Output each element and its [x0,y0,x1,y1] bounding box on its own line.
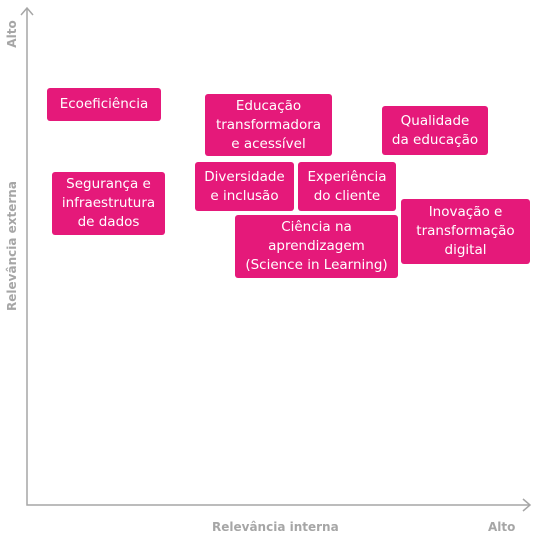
topic-label: Qualidade [400,112,470,129]
x-label: Relevância interna [212,520,339,534]
topic-label: aprendizagem [268,238,365,254]
topic-label: transformadora [215,116,322,133]
topic-label: Diversidade [204,168,285,185]
topic-box: Diversidade e inclusão [195,162,294,211]
topic-label: Ciência na [281,219,352,235]
topic-label: do cliente [313,187,381,204]
x-high: Alto [488,520,516,534]
topic-box: Ecoeficiência [47,88,161,121]
topic-label: infraestrutura [61,195,156,211]
topic-box: Ciência na aprendizagem (Science in Learni… [235,215,398,278]
topic-label: e inclusão [210,187,279,204]
x-arrow [522,498,532,512]
topic-label: transformação [416,223,515,239]
topic-label: Segurança e [66,176,151,192]
topic-box: Qualidade da educação [382,106,488,155]
topic-box: Educação transformadora e acessível [205,94,332,156]
topic-label: da educação [391,131,479,148]
topic-box: Segurança e infraestrutura de dados [52,172,165,235]
topic-label: (Science in Learning) [245,257,388,273]
y-label: Relevância externa [5,181,19,311]
topic-label: de dados [77,214,140,230]
topic-label: Experiência [307,168,387,185]
topic-label: Ecoeficiência [59,96,149,112]
topic-box: Experiência do cliente [298,162,396,211]
axis-lines [26,8,530,506]
topic-label: Educação [235,97,302,114]
topic-label: digital [444,242,487,258]
topic-label: e acessível [231,135,306,152]
topic-label: Inovação e [428,204,503,220]
y-arrow [20,6,34,16]
y-high: Alto [5,20,19,48]
topic-box: Inovação e transformação digital [401,199,530,264]
